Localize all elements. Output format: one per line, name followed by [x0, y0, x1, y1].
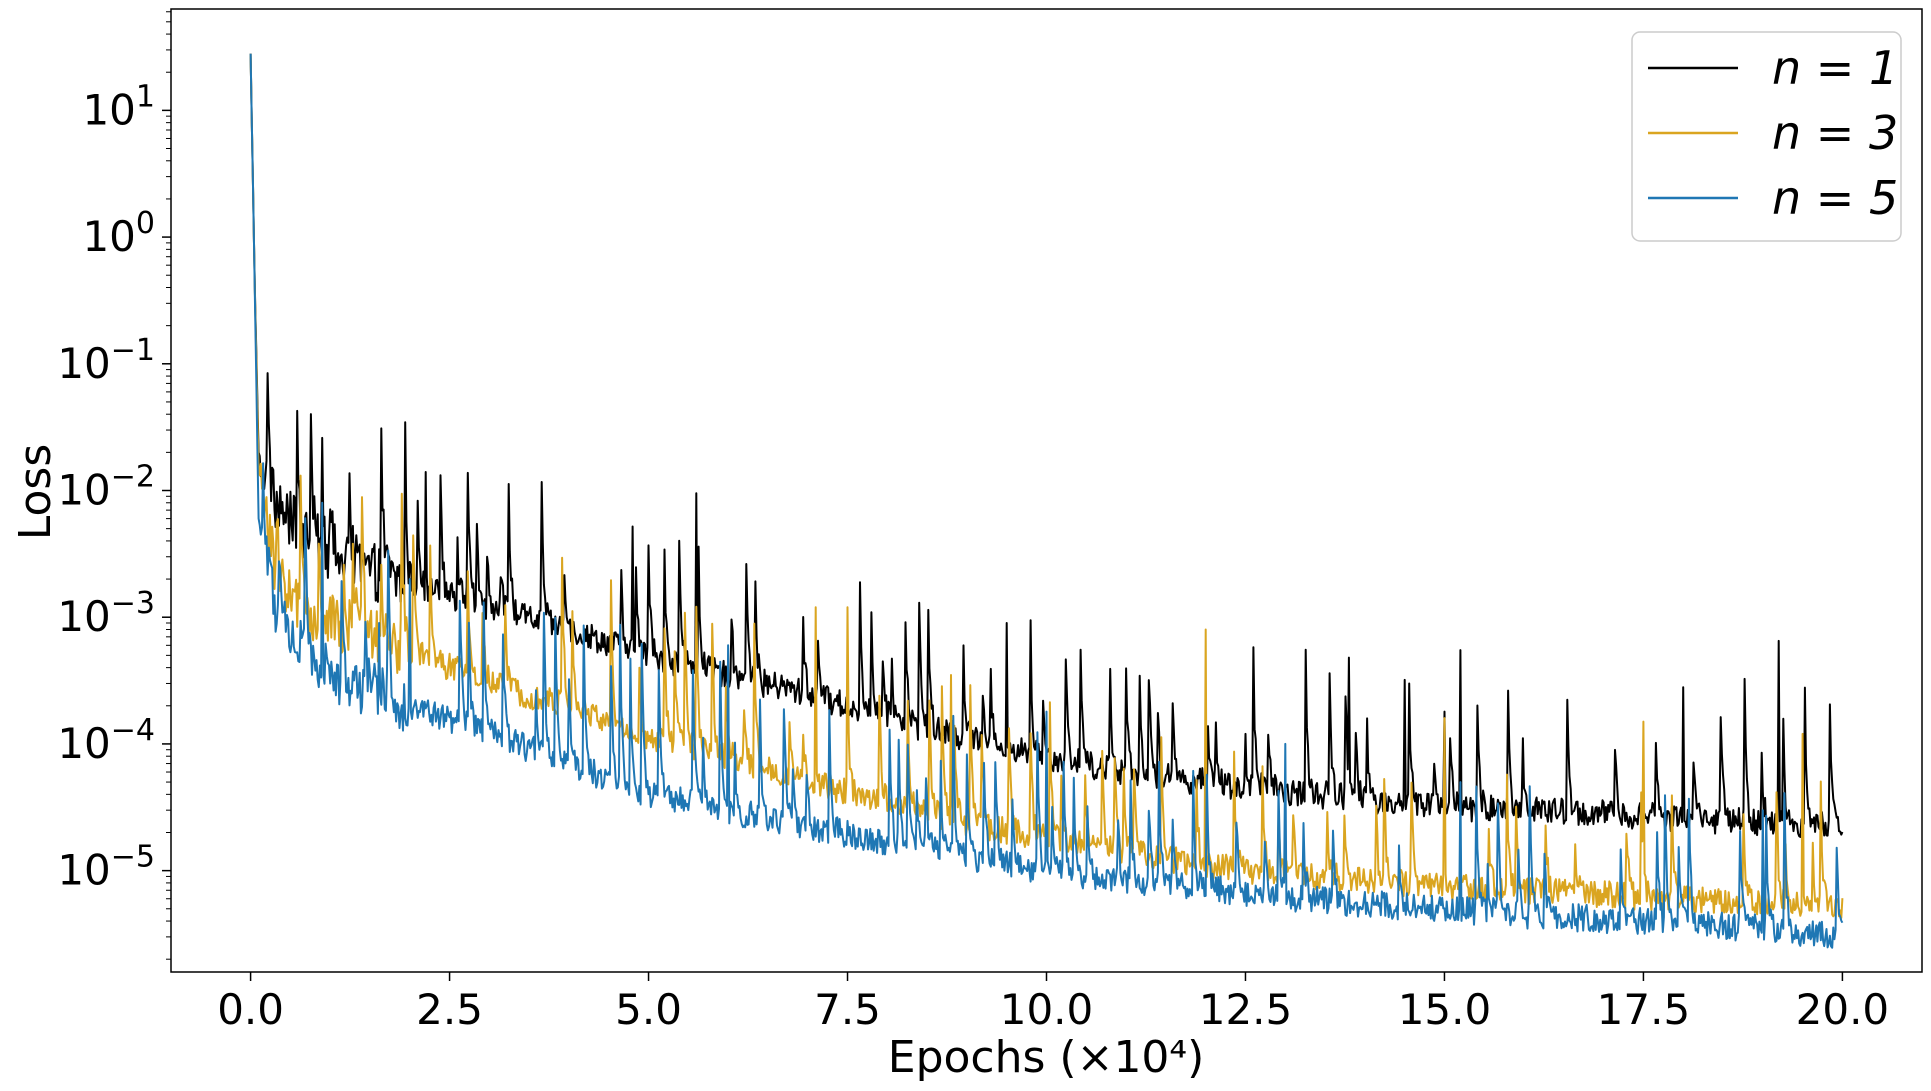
x-tick-label: 20.0 [1796, 985, 1890, 1034]
y-tick-label: 100 [82, 206, 155, 261]
legend: n = 1 n = 3 n = 5 [1631, 31, 1902, 242]
series-line-3 [249, 53, 1844, 949]
legend-label: n = 1 [1772, 41, 1898, 95]
y-tick-label: 10−4 [57, 713, 155, 768]
legend-label: n = 5 [1772, 171, 1898, 225]
y-tick-label: 10−3 [57, 586, 155, 641]
y-axis-label: Loss [10, 444, 61, 541]
x-tick-label: 15.0 [1398, 985, 1492, 1034]
x-tick-label: 2.5 [416, 985, 483, 1034]
x-tick-label: 5.0 [615, 985, 682, 1034]
y-tick-label: 10−1 [57, 333, 155, 388]
x-tick-label: 0.0 [217, 985, 284, 1034]
x-tick-label: 12.5 [1199, 985, 1293, 1034]
y-tick-label: 10−2 [57, 460, 155, 515]
legend-box [1631, 31, 1902, 242]
x-axis-label: Epochs (×10⁴) [888, 1032, 1204, 1083]
y-tick-label: 10−5 [57, 840, 155, 895]
series-layer [249, 53, 1844, 949]
x-tick-label: 17.5 [1597, 985, 1691, 1034]
legend-label: n = 3 [1772, 106, 1898, 160]
x-tick-label: 7.5 [814, 985, 881, 1034]
x-tick-label: 10.0 [1000, 985, 1094, 1034]
y-tick-label: 101 [82, 79, 155, 134]
x-axis: 0.0 2.5 5.0 7.5 10.0 12.5 15.0 17.5 20.0 [217, 972, 1889, 1034]
y-axis: 101 100 10−1 10−2 10−3 10−4 10−5 [57, 11, 171, 960]
